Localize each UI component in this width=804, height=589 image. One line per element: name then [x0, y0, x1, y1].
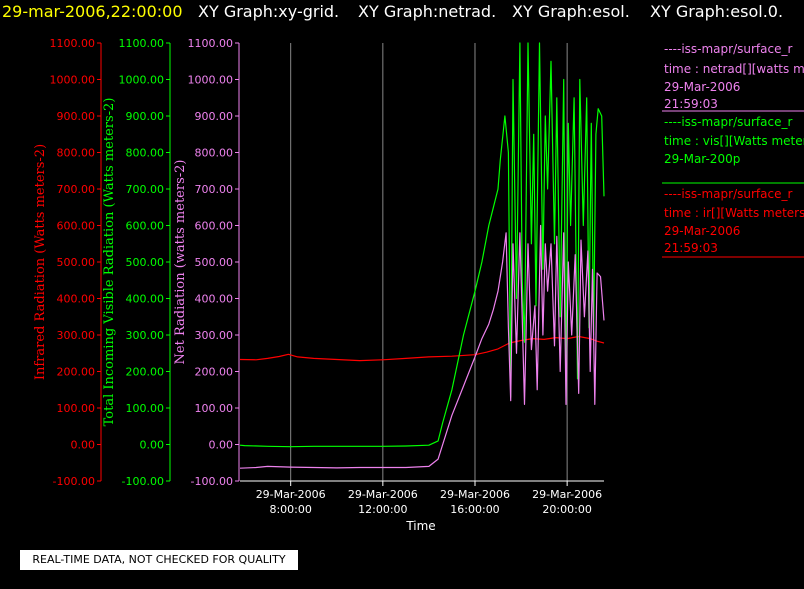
y-tick-label-2-3: 200.00 — [195, 366, 234, 379]
x-tick-date-2: 29-Mar-2006 — [440, 488, 510, 501]
y-tick-label-1-7: 600.00 — [126, 220, 165, 233]
chart-axes: -100.00 0.00 100.00 200.00 300.00 400.00 500.0… — [33, 37, 604, 516]
y-tick-label-2-0: -100.00 — [191, 475, 233, 488]
series-line-infrared — [239, 335, 605, 362]
legend-infrared-line-1: time : ir[][Watts meters — [664, 206, 804, 220]
y-tick-label-0-0: -100.00 — [53, 475, 95, 488]
y-tick-label-2-6: 500.00 — [195, 256, 234, 269]
x-axis-label: Time — [405, 519, 435, 533]
y-tick-label-1-10: 900.00 — [126, 110, 165, 123]
legend-infrared-line-0: ----iss-mapr/surface_r — [664, 187, 793, 201]
y-tick-label-0-11: 1000.00 — [50, 74, 96, 87]
y-tick-label-0-5: 400.00 — [57, 293, 96, 306]
y-tick-label-1-6: 500.00 — [126, 256, 165, 269]
x-tick-time-1: 12:00:00 — [358, 503, 407, 516]
y-tick-label-1-8: 700.00 — [126, 183, 165, 196]
legend-net-line-3: 21:59:03 — [664, 97, 718, 111]
legend-net-line-2: 29-Mar-2006 — [664, 80, 741, 94]
chart-series — [239, 42, 605, 469]
y-tick-label-1-0: -100.00 — [122, 475, 164, 488]
y-tick-label-0-2: 100.00 — [57, 402, 96, 415]
y-tick-label-2-1: 0.00 — [209, 439, 234, 452]
legend-visible-line-1: time : vis[][Watts meter — [664, 134, 804, 148]
y-tick-label-0-6: 500.00 — [57, 256, 96, 269]
y-tick-label-1-2: 100.00 — [126, 402, 165, 415]
legend-infrared-line-2: 29-Mar-2006 — [664, 224, 741, 238]
y-tick-label-1-9: 800.00 — [126, 147, 165, 160]
legend-visible-line-2: 29-Mar-200p — [664, 152, 741, 166]
graph-title-esol-0: XY Graph:esol.0. — [650, 2, 784, 21]
series-line-visible — [239, 42, 605, 448]
x-tick-date-1: 29-Mar-2006 — [348, 488, 418, 501]
y-tick-label-1-3: 200.00 — [126, 366, 165, 379]
y-tick-label-1-5: 400.00 — [126, 293, 165, 306]
y-tick-label-0-3: 200.00 — [57, 366, 96, 379]
y-tick-label-2-7: 600.00 — [195, 220, 234, 233]
y-tick-label-0-10: 900.00 — [57, 110, 96, 123]
y-tick-label-1-1: 0.00 — [140, 439, 165, 452]
y-tick-label-0-12: 1100.00 — [50, 37, 96, 50]
y-tick-label-0-9: 800.00 — [57, 147, 96, 160]
legend-net-line-0: ----iss-mapr/surface_r — [664, 42, 793, 56]
y-axis-label-0: Infrared Radiation (Watts meters-2) — [33, 144, 48, 380]
y-tick-label-2-8: 700.00 — [195, 183, 234, 196]
y-tick-label-2-2: 100.00 — [195, 402, 234, 415]
y-tick-label-1-11: 1000.00 — [119, 74, 165, 87]
legend-net-line-1: time : netrad[][watts m — [664, 62, 804, 76]
y-tick-label-2-11: 1000.00 — [188, 74, 234, 87]
series-line-net — [239, 224, 605, 469]
header-timestamp: 29-mar-2006,22:00:00 — [2, 2, 183, 21]
legend-visible-line-0: ----iss-mapr/surface_r — [664, 115, 793, 129]
y-axis-label-1: Total Incoming Visible Radiation (Watts … — [102, 98, 117, 427]
x-tick-time-0: 8:00:00 — [269, 503, 311, 516]
x-tick-time-3: 20:00:00 — [542, 503, 591, 516]
quality-notice: REAL-TIME DATA, NOT CHECKED FOR QUALITY — [20, 550, 298, 570]
y-tick-label-0-1: 0.00 — [71, 439, 96, 452]
y-tick-label-2-5: 400.00 — [195, 293, 234, 306]
y-axis-label-2: Net Radiation (watts meters-2) — [173, 160, 188, 365]
graph-title-netrad: XY Graph:netrad. — [358, 2, 497, 21]
graph-title-xy-grid: XY Graph:xy-grid. — [198, 2, 340, 21]
y-tick-label-2-4: 300.00 — [195, 329, 234, 342]
y-tick-label-0-4: 300.00 — [57, 329, 96, 342]
graph-title-esol: XY Graph:esol. — [512, 2, 630, 21]
x-tick-date-0: 29-Mar-2006 — [256, 488, 326, 501]
y-tick-label-0-7: 600.00 — [57, 220, 96, 233]
y-tick-label-1-4: 300.00 — [126, 329, 165, 342]
y-tick-label-2-10: 900.00 — [195, 110, 234, 123]
x-tick-date-3: 29-Mar-2006 — [532, 488, 602, 501]
x-tick-time-2: 16:00:00 — [450, 503, 499, 516]
y-tick-label-2-9: 800.00 — [195, 147, 234, 160]
y-tick-label-0-8: 700.00 — [57, 183, 96, 196]
legend-infrared-line-3: 21:59:03 — [664, 241, 718, 255]
y-tick-label-1-12: 1100.00 — [119, 37, 165, 50]
y-tick-label-2-12: 1100.00 — [188, 37, 234, 50]
